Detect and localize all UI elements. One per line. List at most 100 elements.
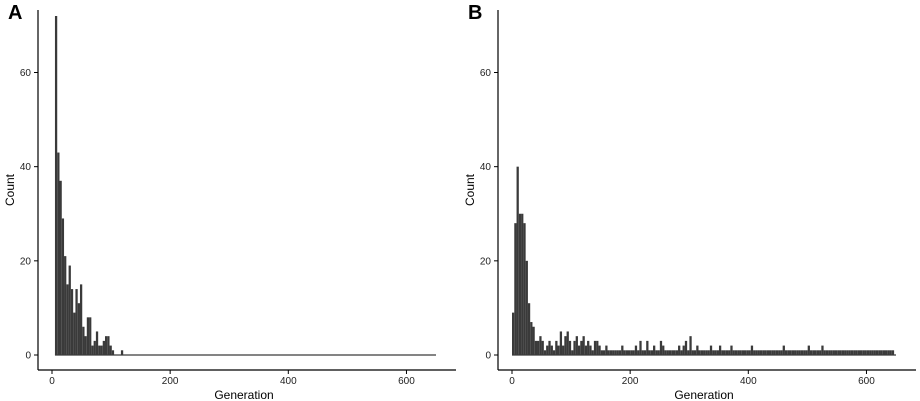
histogram-bar: [859, 350, 863, 355]
histogram-bar: [844, 350, 847, 355]
panel-b: B 0 200 400 600 0 20 40 60 Generation Count: [460, 0, 920, 401]
histogram-bar: [70, 289, 74, 355]
histogram-bar: [98, 345, 101, 355]
histogram-bar: [728, 350, 731, 355]
histogram-bar: [627, 350, 631, 355]
histogram-bar: [805, 350, 808, 355]
histogram-bar: [789, 350, 792, 355]
histogram-bar: [866, 350, 870, 355]
histogram-bar: [518, 213, 522, 355]
histogram-bar: [757, 350, 760, 355]
y-axis-title: Count: [3, 173, 17, 206]
histogram-bar: [807, 345, 810, 355]
histogram-bar: [86, 317, 90, 355]
histogram-bar: [714, 350, 717, 355]
y-tick-label: 0: [25, 351, 31, 362]
histogram-bar: [766, 350, 770, 355]
histogram-bar: [809, 350, 813, 355]
histogram-bar: [546, 345, 549, 355]
histogram-bar: [57, 152, 60, 355]
histogram-bar: [707, 350, 710, 355]
histogram-bar: [512, 312, 515, 355]
histogram-bar: [798, 350, 801, 355]
histogram-bar: [723, 350, 726, 355]
histogram-bar: [791, 350, 795, 355]
histogram-bar: [748, 350, 751, 355]
histogram-bar: [93, 340, 96, 355]
histogram-bar: [796, 350, 799, 355]
histogram-bar: [664, 350, 667, 355]
x-tick-label: 400: [280, 376, 297, 387]
histogram-bar: [539, 336, 542, 355]
histogram-bar: [750, 345, 754, 355]
histogram-bar: [834, 350, 838, 355]
histogram-bar: [573, 340, 576, 355]
histogram-bar: [59, 180, 62, 355]
histogram-bar: [84, 336, 87, 355]
histogram-bar: [600, 350, 603, 355]
histogram-bar: [54, 16, 58, 355]
histogram-bar: [537, 340, 540, 355]
histogram-bar: [662, 345, 665, 355]
y-tick-label: 20: [20, 256, 32, 267]
histogram-bar: [869, 350, 872, 355]
histogram-bar: [64, 256, 67, 355]
histogram-bar: [514, 223, 517, 355]
histogram-bar: [534, 340, 538, 355]
histogram-bar: [700, 350, 704, 355]
histogram-bar: [559, 331, 563, 355]
histogram-bar: [521, 213, 524, 355]
x-axis-title: Generation: [674, 388, 733, 401]
histogram-bar: [880, 350, 883, 355]
x-tick-label: 0: [49, 376, 55, 387]
histogram-bar: [887, 350, 890, 355]
histogram-bar: [659, 340, 663, 355]
histogram-bar: [598, 345, 601, 355]
y-tick-label: 20: [480, 256, 492, 267]
histogram-bar: [857, 350, 860, 355]
histogram-bar: [734, 350, 738, 355]
histogram-bar: [737, 350, 740, 355]
histogram-bar: [643, 350, 647, 355]
histogram-bar: [823, 350, 826, 355]
histogram-bar: [582, 336, 585, 355]
histogram-bar: [557, 345, 560, 355]
histogram-bar: [609, 350, 613, 355]
histogram-bar: [668, 350, 672, 355]
histogram-bar: [816, 350, 820, 355]
histogram-bar: [746, 350, 749, 355]
histogram-bar: [107, 336, 110, 355]
histogram-bar: [689, 336, 692, 355]
histogram-bar: [120, 350, 124, 355]
histogram-bar: [630, 350, 633, 355]
histogram-bar: [682, 345, 685, 355]
histogram-bar: [75, 289, 78, 355]
histogram-bar: [850, 350, 854, 355]
histogram-bar: [769, 350, 772, 355]
histogram-bar: [812, 350, 815, 355]
histogram-bar: [875, 350, 879, 355]
histogram-bar: [828, 350, 831, 355]
histogram-bar: [848, 350, 851, 355]
histogram-bar: [653, 345, 656, 355]
histogram-bar: [846, 350, 849, 355]
histogram-bar: [602, 350, 606, 355]
histogram-bar: [725, 350, 729, 355]
x-axis-title: Generation: [214, 388, 273, 401]
histogram-bar: [555, 340, 558, 355]
histogram-bar: [589, 345, 592, 355]
panel-a-histogram: 0 200 400 600 0 20 40 60 Generation Count: [3, 10, 456, 401]
x-tick-label: 200: [162, 376, 179, 387]
histogram-bar: [607, 350, 610, 355]
histogram-bar: [541, 340, 544, 355]
histogram-bar: [82, 326, 85, 355]
histogram-bar: [803, 350, 806, 355]
x-tick-label: 400: [740, 376, 757, 387]
histogram-bar: [73, 312, 76, 355]
histogram-bar: [612, 350, 615, 355]
y-axis-title: Count: [463, 173, 477, 206]
histogram-bar: [548, 340, 551, 355]
histogram-bar: [862, 350, 865, 355]
histogram-bar: [853, 350, 856, 355]
histogram-bar: [616, 350, 619, 355]
